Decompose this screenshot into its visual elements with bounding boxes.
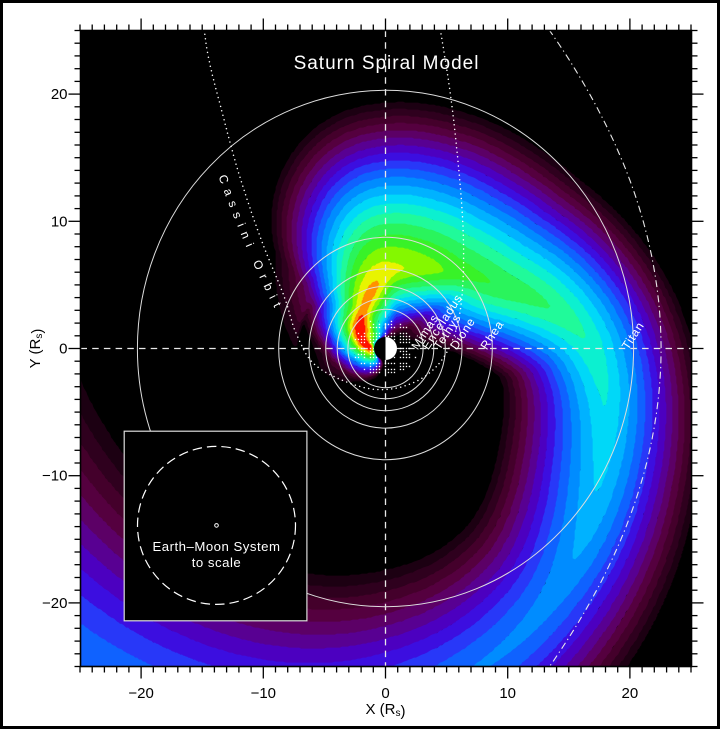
svg-text:−10: −10 — [42, 468, 67, 485]
svg-text:20: 20 — [622, 685, 639, 702]
svg-text:to scale: to scale — [192, 555, 241, 570]
svg-text:0: 0 — [381, 685, 389, 702]
svg-text:−20: −20 — [42, 595, 67, 612]
svg-text:20: 20 — [51, 86, 68, 103]
svg-text:10: 10 — [499, 685, 516, 702]
svg-text:Earth–Moon System: Earth–Moon System — [153, 539, 281, 554]
svg-text:−10: −10 — [251, 685, 276, 702]
svg-text:Saturn Spiral Model: Saturn Spiral Model — [294, 53, 480, 74]
svg-text:10: 10 — [51, 213, 68, 230]
svg-text:Y (Rs): Y (Rs) — [27, 329, 46, 369]
svg-text:−20: −20 — [128, 685, 153, 702]
svg-text:0: 0 — [59, 341, 67, 358]
